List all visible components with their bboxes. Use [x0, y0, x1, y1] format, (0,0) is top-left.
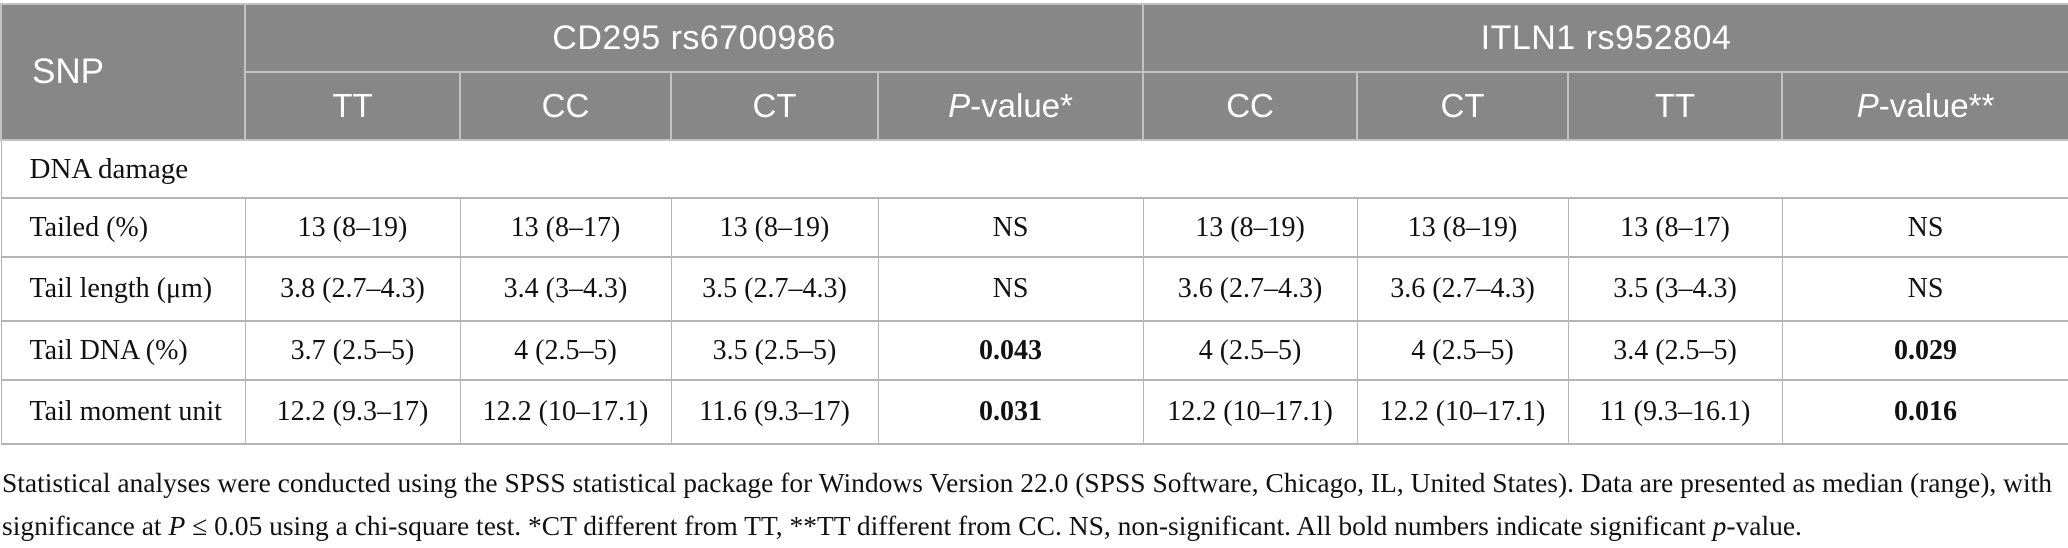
- cell-cd295-tt: 3.7 (2.5–5): [244, 320, 461, 381]
- row-label: Tail DNA (%): [0, 320, 246, 381]
- pvalue-italic-p: P: [1856, 87, 1879, 124]
- row-label: Tail moment unit: [0, 379, 246, 445]
- cell-itln1-cc: 12.2 (10–17.1): [1142, 379, 1358, 445]
- pvalue-suffix: -value**: [1878, 87, 1995, 124]
- col-header-cd295-ct: CT: [670, 71, 879, 141]
- pvalue-text: 0.031: [979, 396, 1043, 427]
- table-row-tail-moment: Tail moment unit 12.2 (9.3–17) 12.2 (10–…: [0, 379, 2068, 445]
- pvalue-suffix: -value*: [970, 87, 1073, 124]
- cell-cd295-pvalue: NS: [877, 256, 1144, 322]
- genotype-dna-damage-table: SNP CD295 rs6700986 ITLN1 rs952804 TT CC…: [0, 3, 2068, 445]
- cell-cd295-tt: 13 (8–19): [244, 197, 461, 258]
- pvalue-text: 0.043: [979, 334, 1043, 366]
- pvalue-text: NS: [992, 273, 1029, 304]
- cell-cd295-ct: 11.6 (9.3–17): [670, 379, 879, 445]
- table-row-tail-dna: Tail DNA (%) 3.7 (2.5–5) 4 (2.5–5) 3.5 (…: [0, 320, 2068, 381]
- header-group-row: SNP CD295 rs6700986 ITLN1 rs952804: [0, 3, 2068, 141]
- col-header-cd295-tt: TT: [244, 71, 461, 141]
- col-header-itln1-pvalue: P-value**: [1781, 71, 2068, 141]
- cell-itln1-tt: 13 (8–17): [1567, 197, 1783, 258]
- col-header-itln1-cc: CC: [1142, 71, 1359, 141]
- col-header-itln1-tt: TT: [1567, 71, 1784, 141]
- cell-itln1-pvalue: 0.029: [1781, 320, 2068, 381]
- row-label: Tailed (%): [0, 197, 246, 258]
- cell-itln1-tt: 3.5 (3–4.3): [1567, 256, 1783, 322]
- cell-cd295-tt: 3.8 (2.7–4.3): [244, 256, 461, 322]
- cell-cd295-ct: 3.5 (2.7–4.3): [670, 256, 879, 322]
- col-header-itln1-ct: CT: [1356, 71, 1570, 141]
- pvalue-text: 0.029: [1894, 334, 1958, 366]
- cell-cd295-pvalue: NS: [877, 197, 1144, 258]
- table-container: SNP CD295 rs6700986 ITLN1 rs952804 TT CC…: [0, 3, 2068, 445]
- cell-itln1-ct: 13 (8–19): [1356, 197, 1569, 258]
- cell-itln1-tt: 11 (9.3–16.1): [1567, 379, 1783, 445]
- cell-cd295-ct: 13 (8–19): [670, 197, 879, 258]
- group-header-itln1: ITLN1 rs952804: [1142, 3, 2068, 73]
- header-sub-row: TT CC CT P-value* CC CT TT P-value**: [1, 71, 2068, 141]
- pvalue-text: NS: [1907, 211, 1944, 243]
- cell-itln1-ct: 12.2 (10–17.1): [1356, 379, 1569, 445]
- cell-cd295-cc: 13 (8–17): [459, 197, 672, 258]
- footnote-text: ≤ 0.05 using a chi-square test. *CT diff…: [185, 509, 1713, 541]
- footnote-italic-p-upper: P: [168, 509, 186, 541]
- cell-itln1-pvalue: NS: [1781, 256, 2068, 322]
- cell-itln1-cc: 4 (2.5–5): [1142, 320, 1358, 381]
- cell-itln1-pvalue: 0.016: [1781, 379, 2068, 445]
- group-header-cd295: CD295 rs6700986: [243, 3, 1145, 73]
- table-row-tail-length: Tail length (μm) 3.8 (2.7–4.3) 3.4 (3–4.…: [0, 256, 2068, 322]
- cell-itln1-tt: 3.4 (2.5–5): [1567, 320, 1783, 381]
- col-header-cd295-cc: CC: [459, 71, 672, 141]
- section-label: DNA damage: [0, 139, 2068, 199]
- row-label: Tail length (μm): [0, 256, 246, 322]
- pvalue-text: NS: [1907, 273, 1944, 304]
- cell-itln1-pvalue: NS: [1781, 197, 2068, 258]
- cell-cd295-cc: 3.4 (3–4.3): [459, 256, 672, 322]
- footnote-text: -value.: [1726, 509, 1802, 541]
- cell-cd295-ct: 3.5 (2.5–5): [670, 320, 879, 381]
- table-footnote: Statistical analyses were conducted usin…: [2, 462, 2064, 548]
- cell-cd295-cc: 12.2 (10–17.1): [459, 379, 672, 445]
- cell-itln1-ct: 3.6 (2.7–4.3): [1356, 256, 1569, 322]
- cell-cd295-pvalue: 0.031: [877, 379, 1144, 445]
- pvalue-text: 0.016: [1894, 396, 1958, 427]
- pvalue-italic-p: P: [948, 87, 971, 124]
- table-row-tailed: Tailed (%) 13 (8–19) 13 (8–17) 13 (8–19)…: [0, 197, 2068, 258]
- footnote-text: Statistical analyses were conducted usin…: [2, 467, 2052, 541]
- cell-cd295-pvalue: 0.043: [877, 320, 1144, 381]
- cell-cd295-tt: 12.2 (9.3–17): [244, 379, 461, 445]
- footnote-italic-p-lower: p: [1712, 509, 1727, 541]
- snp-header-cell: SNP: [0, 3, 246, 141]
- cell-cd295-cc: 4 (2.5–5): [459, 320, 672, 381]
- section-row-dna-damage: DNA damage: [0, 139, 2068, 199]
- cell-itln1-ct: 4 (2.5–5): [1356, 320, 1569, 381]
- cell-itln1-cc: 3.6 (2.7–4.3): [1142, 256, 1358, 322]
- col-header-cd295-pvalue: P-value*: [876, 71, 1145, 141]
- cell-itln1-cc: 13 (8–19): [1142, 197, 1358, 258]
- pvalue-text: NS: [992, 211, 1029, 243]
